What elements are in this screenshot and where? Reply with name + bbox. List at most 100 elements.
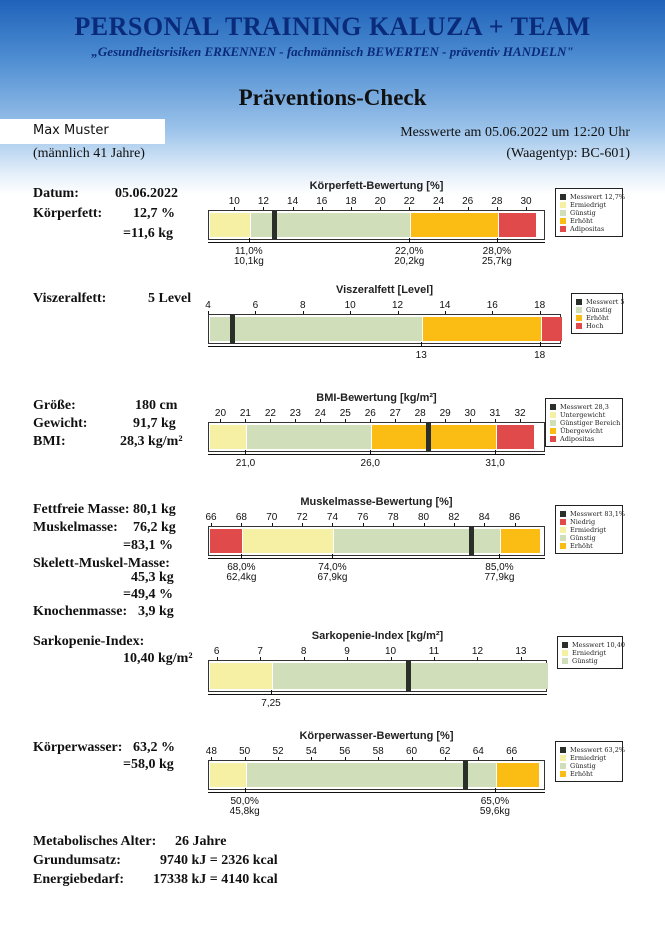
muskel-ref-label: 74,0%	[318, 562, 347, 573]
bmi-tick-mark	[470, 419, 472, 424]
viszeral-tick-mark	[539, 311, 541, 316]
wasser-tick-label: 56	[339, 746, 351, 757]
bmi-tick-mark	[295, 419, 297, 424]
muskel-zone	[501, 529, 540, 553]
grundumsatz-value: 9740 kJ = 2326 kcal	[160, 853, 278, 868]
wasser-pct: 63,2 %	[133, 740, 175, 755]
muskel-tick-mark	[423, 523, 425, 528]
koerperfett-axis-line	[208, 242, 545, 243]
bmi-tick-label: 31	[489, 408, 501, 419]
koerperfett-tick-mark	[467, 207, 469, 212]
sarko-legend-swatch	[562, 658, 568, 664]
koerperfett-chart-title: Körperfett-Bewertung [%]	[309, 180, 444, 192]
metab-label: Metabolisches Alter:	[33, 834, 157, 849]
sarko-value: 10,40 kg/m²	[123, 651, 193, 666]
bmi-tick-label: 24	[314, 408, 326, 419]
viszeral-tick-mark	[444, 311, 446, 316]
viszeral-tick-label: 4	[205, 300, 211, 311]
koerperfett-legend-swatch	[560, 194, 566, 200]
bmi-tick-mark	[445, 419, 447, 424]
knochen-label: Knochenmasse:	[33, 604, 128, 619]
bmi-zone	[497, 425, 534, 449]
koerperfett-tick-label: 24	[432, 196, 445, 207]
bmi-legend-item: Adipositas	[550, 435, 619, 443]
bmi-legend-item: Untergewicht	[550, 411, 619, 419]
muskel-ref-label: 68,0%	[227, 562, 256, 573]
scale-type: (Waagentyp: BC-601)	[506, 146, 630, 161]
bmi-value-marker	[426, 422, 432, 452]
wasser-tick-mark	[211, 757, 213, 762]
koerperfett-ref-label: 11,0%	[235, 246, 263, 257]
koerperfett-legend-swatch	[560, 218, 566, 224]
person-name: Max Muster	[0, 119, 165, 144]
wasser-tick-mark	[478, 757, 480, 762]
koerperfett-zone	[210, 213, 250, 237]
koerperfett-legend-label: Günstig	[570, 209, 596, 217]
header-title: PERSONAL TRAINING KALUZA + TEAM	[74, 12, 591, 41]
sarko-legend-label: Günstig	[572, 657, 598, 665]
sarko-legend-item: Messwert 10,40	[562, 641, 625, 649]
koerperfett-tick-label: 26	[462, 196, 474, 207]
bmi-chart-title: BMI-Bewertung [kg/m²]	[316, 392, 437, 404]
viszeral-tick-mark	[397, 311, 399, 316]
muskel-tick-mark	[211, 523, 213, 528]
koerperfett-tick-mark	[263, 207, 265, 212]
koerperfett-legend-label: Erhöht	[570, 217, 593, 225]
viszeral-legend-swatch	[576, 323, 582, 329]
muskel-legend-label: Messwert 83,1%	[570, 510, 626, 518]
muskel-tick-mark	[514, 523, 516, 528]
sarko-tick-label: 13	[515, 646, 527, 657]
koerperfett-ref-tick	[496, 238, 498, 243]
viszeral-value: 5 Level	[148, 291, 192, 306]
viszeral-legend: Messwert 5 Günstig Erhöht Hoch	[571, 293, 625, 334]
viszeral-value-marker	[230, 314, 236, 344]
bmi-tick-mark	[395, 419, 397, 424]
muskel-tick-label: 72	[296, 512, 308, 523]
muskel-tick-mark	[241, 523, 243, 528]
viszeral-zone	[423, 317, 541, 341]
bmi-tick-mark	[520, 419, 522, 424]
muskel-legend: Messwert 83,1% Niedrig Ermiedrigt Günstig Er…	[555, 505, 626, 554]
wasser-tick-mark	[444, 757, 446, 762]
bmi-legend-label: Messwert 28,3	[560, 403, 609, 411]
viszeral-legend-label: Günstig	[586, 306, 612, 314]
bmi-zone	[372, 425, 497, 449]
energiebedarf-label: Energiebedarf:	[33, 872, 124, 887]
muskel-ref-kg-label: 62,4kg	[226, 572, 257, 583]
person-info: (männlich 41 Jahre)	[33, 146, 145, 161]
fettfrei-label: Fettfreie Masse:	[33, 502, 130, 517]
viszeral-tick-label: 6	[252, 300, 259, 311]
bmi-tick-label: 29	[439, 408, 451, 419]
koerperfett-tick-mark	[438, 207, 440, 212]
viszeral-ref-label: 13	[415, 350, 427, 361]
gewicht-label: Gewicht:	[33, 416, 88, 431]
wasser-tick-mark	[344, 757, 346, 762]
bmi-legend-label: Untergewicht	[560, 411, 606, 419]
bmi-legend-swatch	[550, 436, 556, 442]
wasser-value-marker	[463, 760, 469, 790]
bmi-axis-line	[208, 454, 545, 455]
viszeral-legend-label: Erhöht	[586, 314, 609, 322]
bmi-ref-tick	[370, 450, 372, 455]
wasser-tick-label: 52	[272, 746, 284, 757]
sarko-tick-mark	[303, 657, 305, 662]
wasser-kg: =58,0 kg	[123, 757, 174, 772]
sarko-tick-mark	[434, 657, 435, 662]
wasser-ref-kg-label: 45,8kg	[229, 806, 260, 817]
groesse-label: Größe:	[33, 398, 76, 413]
wasser-tick-label: 54	[305, 746, 317, 757]
muskel-tick-label: 84	[478, 512, 490, 523]
viszeral-tick-label: 8	[299, 300, 306, 311]
muskel-tick-mark	[332, 523, 334, 528]
page-title: Präventions-Check	[238, 85, 427, 110]
sarko-label: Sarkopenie-Index:	[33, 634, 145, 649]
muskel-chart-title: Muskelmasse-Bewertung [%]	[300, 496, 453, 508]
bmi-tick-label: 22	[264, 408, 276, 419]
viszeral-legend-item: Erhöht	[576, 314, 619, 322]
bmi-tick-mark	[270, 419, 272, 424]
bmi-legend: Messwert 28,3 Untergewicht Günstiger Berei…	[545, 398, 623, 447]
viszeral-legend-item: Hoch	[576, 322, 619, 330]
muskel-ref-tick	[332, 554, 334, 559]
bmi-zone	[210, 425, 247, 449]
bmi-legend-item: Übergewicht	[550, 427, 619, 435]
